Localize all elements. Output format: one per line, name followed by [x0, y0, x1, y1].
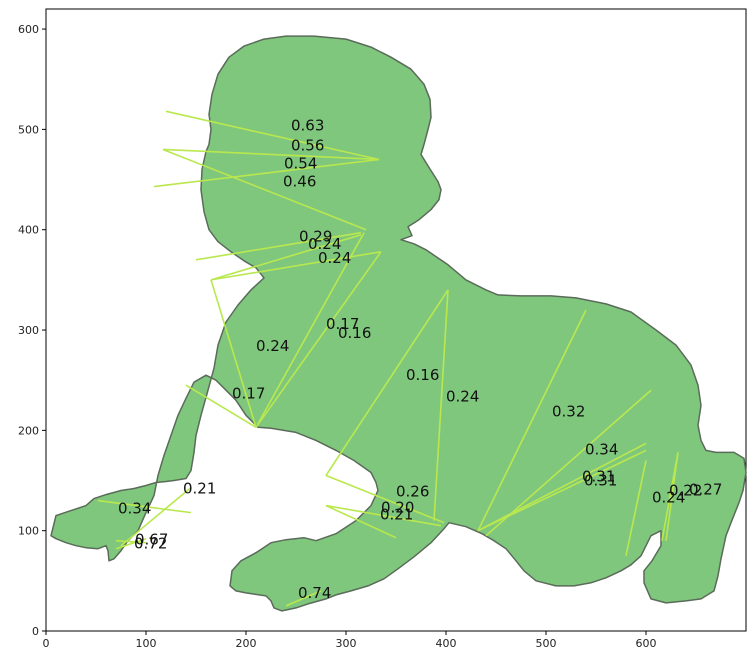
segment-value-label: 0.27 [689, 481, 722, 499]
segment-value-label: 0.31 [584, 472, 617, 490]
x-tick-label: 300 [336, 637, 357, 650]
value-label-layer: 0.630.560.540.460.290.240.240.170.160.24… [118, 116, 722, 602]
x-tick-label: 500 [536, 637, 557, 650]
segment-value-label: 0.31 [582, 468, 615, 486]
segment-line [210, 233, 362, 281]
segment-line [165, 110, 380, 161]
segment-line [325, 504, 442, 527]
segment-line [661, 452, 679, 541]
segment-line [325, 474, 445, 524]
x-tick-label: 0 [43, 637, 50, 650]
segment-line [153, 158, 380, 188]
y-tick-label: 400 [18, 224, 39, 237]
segment-value-label: 0.34 [118, 500, 151, 518]
segment-value-label: 0.21 [183, 480, 216, 498]
segment-value-label: 0.74 [298, 584, 331, 602]
segment-value-label: 0.54 [284, 155, 317, 173]
segment-line [477, 442, 647, 532]
segment-value-label: 0.26 [396, 483, 429, 501]
y-axis: 0 100 200 300 400 500 600 [18, 23, 46, 638]
segment-value-label: 0.67 [135, 531, 168, 549]
segment-value-label: 0.46 [283, 173, 316, 191]
segment-value-label: 0.24 [318, 249, 351, 267]
segment-line [285, 590, 322, 607]
segment-line [255, 232, 365, 428]
segment-line [433, 289, 449, 521]
segment-value-label: 0.24 [256, 337, 289, 355]
segment-value-label: 0.56 [291, 136, 324, 154]
y-tick-label: 500 [18, 123, 39, 136]
segment-line [115, 539, 147, 544]
segment-line [477, 309, 587, 532]
x-tick-label: 400 [436, 637, 457, 650]
segment-value-label: 0.63 [291, 116, 324, 134]
segment-line [210, 250, 382, 281]
segment-value-label: 0.24 [308, 235, 341, 253]
segment-line [185, 384, 257, 429]
segment-value-label: 0.21 [380, 506, 413, 524]
y-tick-label: 200 [18, 424, 39, 437]
segment-line [162, 148, 380, 161]
segment-value-label: 0.16 [338, 324, 371, 342]
segment-line [325, 289, 449, 476]
segment-value-label: 0.34 [585, 440, 618, 458]
segment-line [255, 251, 382, 428]
segment-layer [97, 110, 679, 607]
y-tick-label: 300 [18, 324, 39, 337]
segment-line [195, 231, 362, 261]
y-tick-label: 0 [32, 625, 39, 638]
segment-line [625, 460, 647, 556]
segment-value-label: 0.72 [134, 535, 167, 553]
segment-value-label: 0.16 [406, 366, 439, 384]
segment-line [162, 148, 367, 231]
segment-line [325, 504, 397, 539]
segment-line [210, 279, 257, 428]
segment-value-label: 0.20 [381, 499, 414, 517]
segment-value-label: 0.17 [232, 384, 265, 402]
x-tick-label: 100 [136, 637, 157, 650]
segment-value-label: 0.22 [669, 482, 702, 500]
segment-line [477, 449, 647, 532]
silhouette-region [50, 35, 747, 612]
x-axis: 0 100 200 300 400 500 600 [43, 631, 657, 650]
y-tick-label: 100 [18, 525, 39, 538]
segment-value-label: 0.29 [299, 228, 332, 246]
segment-value-label: 0.32 [552, 402, 585, 420]
shape-layer [50, 35, 747, 612]
x-tick-label: 200 [236, 637, 257, 650]
segment-value-label: 0.24 [652, 489, 685, 507]
y-tick-label: 600 [18, 23, 39, 36]
segment-line [120, 486, 192, 547]
segment-value-label: 0.17 [326, 315, 359, 333]
x-tick-label: 600 [636, 637, 657, 650]
segment-value-label: 0.24 [446, 387, 479, 405]
segment-line [115, 537, 147, 550]
segment-line [97, 499, 192, 514]
